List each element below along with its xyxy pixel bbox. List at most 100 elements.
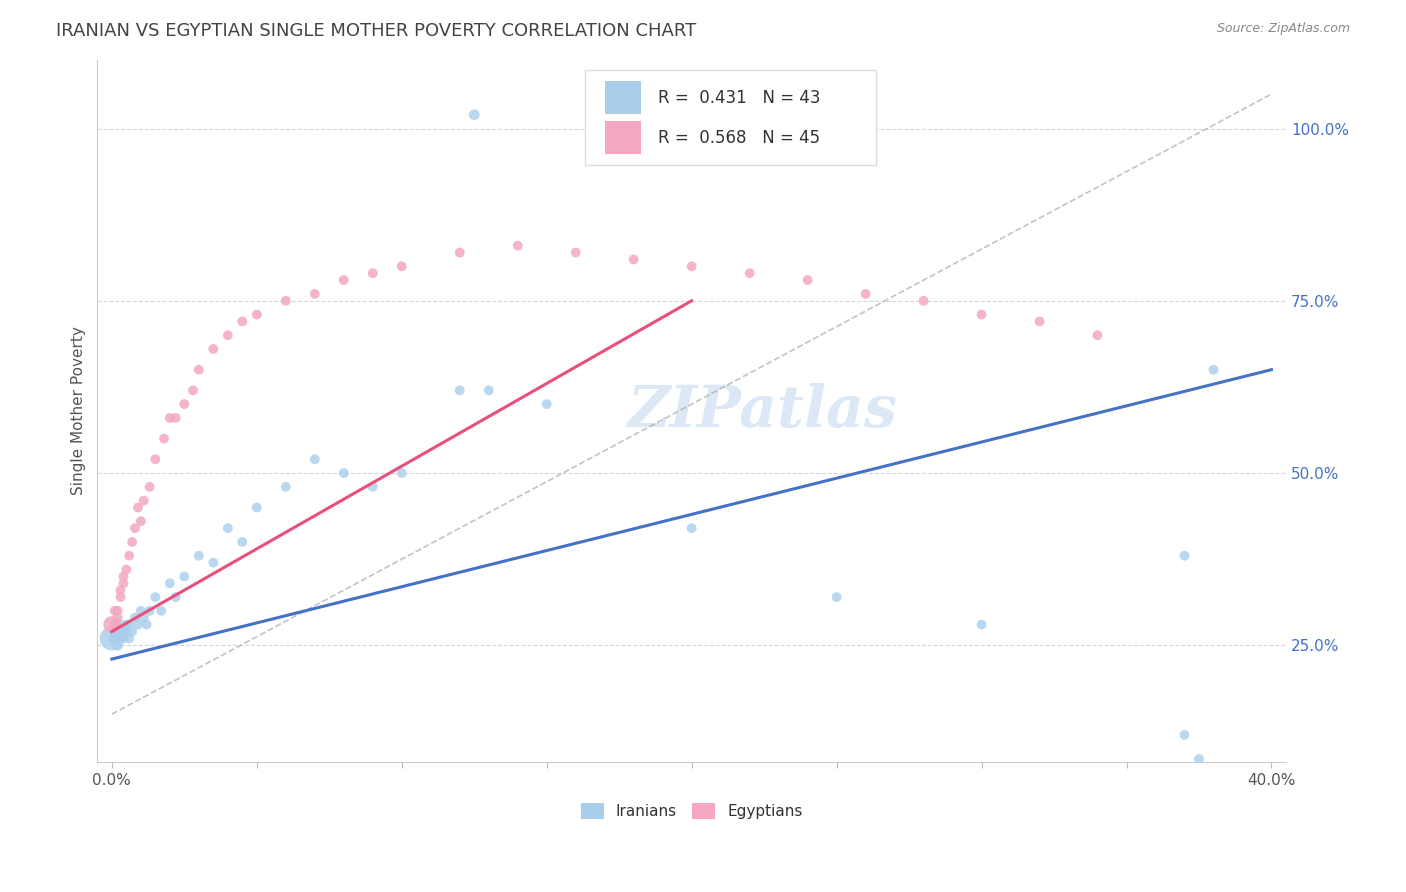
- Point: [231, 314, 253, 328]
- Point: [449, 384, 471, 398]
- FancyBboxPatch shape: [605, 80, 641, 114]
- Point: [138, 604, 160, 618]
- Point: [115, 617, 138, 632]
- Point: [796, 273, 818, 287]
- Point: [143, 452, 166, 467]
- Text: IRANIAN VS EGYPTIAN SINGLE MOTHER POVERTY CORRELATION CHART: IRANIAN VS EGYPTIAN SINGLE MOTHER POVERT…: [56, 22, 696, 40]
- Point: [104, 617, 127, 632]
- Point: [855, 286, 877, 301]
- Point: [143, 590, 166, 604]
- Point: [304, 452, 326, 467]
- Y-axis label: Single Mother Poverty: Single Mother Poverty: [72, 326, 86, 495]
- Point: [110, 583, 132, 598]
- Point: [112, 576, 135, 591]
- Point: [304, 286, 326, 301]
- Point: [274, 480, 297, 494]
- Point: [391, 260, 413, 274]
- Point: [129, 604, 152, 618]
- Point: [738, 266, 761, 280]
- Point: [159, 576, 181, 591]
- Point: [970, 617, 993, 632]
- Point: [246, 308, 269, 322]
- Point: [107, 638, 129, 652]
- Point: [333, 466, 356, 480]
- Point: [970, 308, 993, 322]
- Point: [107, 624, 129, 639]
- Point: [478, 384, 501, 398]
- Point: [173, 569, 195, 583]
- Point: [187, 549, 209, 563]
- Point: [681, 521, 703, 535]
- Point: [536, 397, 558, 411]
- Point: [107, 604, 129, 618]
- Point: [104, 624, 127, 639]
- Point: [1188, 752, 1211, 766]
- Point: [153, 432, 176, 446]
- Point: [112, 624, 135, 639]
- Point: [181, 384, 204, 398]
- Point: [165, 590, 187, 604]
- FancyBboxPatch shape: [585, 70, 876, 165]
- Point: [104, 632, 127, 646]
- Point: [118, 549, 141, 563]
- Point: [231, 535, 253, 549]
- Point: [825, 590, 848, 604]
- Point: [101, 617, 124, 632]
- Point: [361, 480, 384, 494]
- Point: [681, 260, 703, 274]
- Point: [150, 604, 173, 618]
- Point: [391, 466, 413, 480]
- Text: ZIPatlas: ZIPatlas: [628, 383, 898, 439]
- Point: [107, 611, 129, 625]
- Point: [361, 266, 384, 280]
- Point: [121, 535, 143, 549]
- Point: [1028, 314, 1050, 328]
- Point: [159, 411, 181, 425]
- Point: [165, 411, 187, 425]
- Text: Source: ZipAtlas.com: Source: ZipAtlas.com: [1216, 22, 1350, 36]
- Point: [217, 328, 239, 343]
- Point: [124, 521, 146, 535]
- Point: [1173, 549, 1195, 563]
- Point: [1173, 728, 1195, 742]
- Point: [121, 624, 143, 639]
- Legend: Iranians, Egyptians: Iranians, Egyptians: [575, 797, 808, 825]
- Point: [101, 632, 124, 646]
- Point: [187, 362, 209, 376]
- Point: [127, 617, 149, 632]
- Point: [132, 611, 155, 625]
- Point: [449, 245, 471, 260]
- Point: [1202, 362, 1225, 376]
- Point: [506, 238, 529, 252]
- Point: [110, 590, 132, 604]
- Point: [246, 500, 269, 515]
- Point: [135, 617, 157, 632]
- Point: [138, 480, 160, 494]
- Point: [110, 632, 132, 646]
- Point: [202, 556, 225, 570]
- Point: [217, 521, 239, 535]
- Point: [127, 500, 149, 515]
- Point: [112, 569, 135, 583]
- Point: [104, 604, 127, 618]
- Point: [132, 493, 155, 508]
- Point: [124, 611, 146, 625]
- Point: [129, 514, 152, 528]
- Point: [112, 632, 135, 646]
- FancyBboxPatch shape: [605, 120, 641, 154]
- Point: [274, 293, 297, 308]
- Point: [118, 632, 141, 646]
- Point: [623, 252, 645, 267]
- Point: [202, 342, 225, 356]
- Point: [115, 624, 138, 639]
- Point: [333, 273, 356, 287]
- Point: [463, 108, 485, 122]
- Point: [173, 397, 195, 411]
- Point: [110, 617, 132, 632]
- Point: [115, 562, 138, 576]
- Text: R =  0.568   N = 45: R = 0.568 N = 45: [658, 128, 821, 146]
- Text: R =  0.431   N = 43: R = 0.431 N = 43: [658, 88, 821, 106]
- Point: [1087, 328, 1109, 343]
- Point: [564, 245, 586, 260]
- Point: [912, 293, 935, 308]
